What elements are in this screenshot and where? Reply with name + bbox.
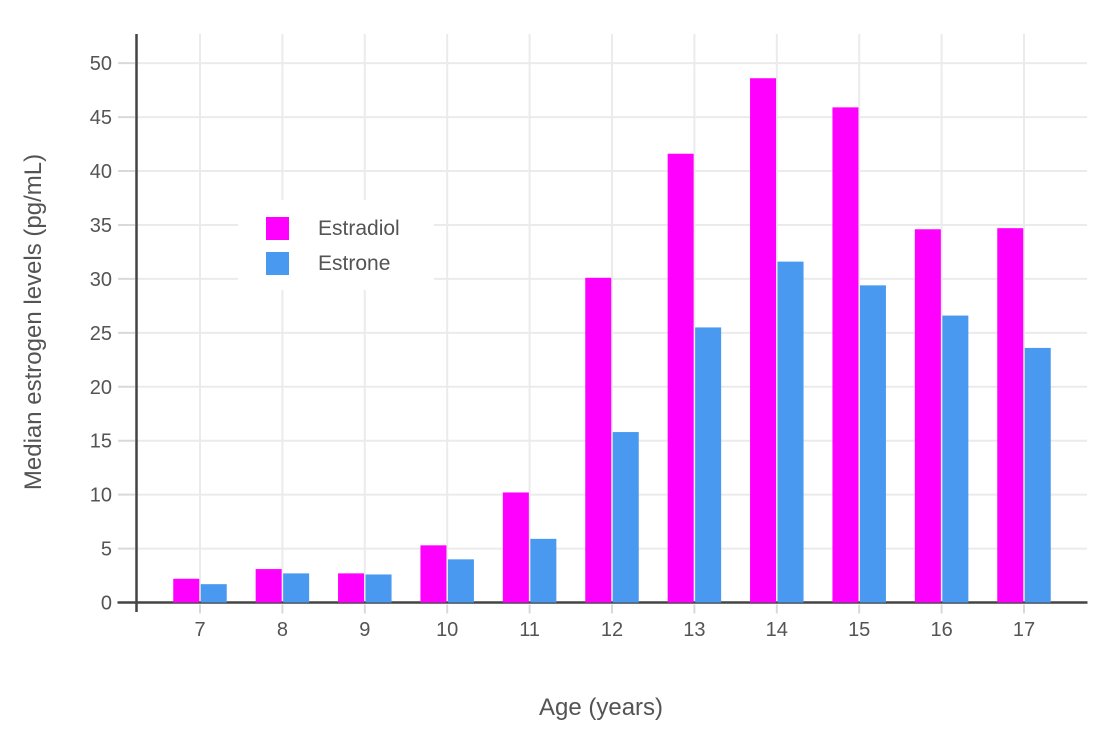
bar-estrone-8 [283,573,310,603]
y-tick-label: 25 [90,323,112,345]
bar-estrone-10 [447,559,474,603]
bar-estradiol-7 [173,578,200,603]
bar-estrone-7 [200,584,227,603]
bar-estrone-13 [695,327,722,603]
x-tick-label: 15 [848,619,870,641]
x-tick-label: 16 [930,619,952,641]
bar-estradiol-12 [585,277,612,603]
x-axis-title: Age (years) [538,694,664,721]
y-tick-label: 20 [90,377,112,399]
bar-estradiol-13 [667,153,694,603]
x-tick-label: 11 [519,619,540,641]
bar-estrone-12 [612,432,639,603]
bar-estrone-17 [1024,347,1051,603]
y-tick-label: 50 [90,53,112,75]
bar-estradiol-8 [255,569,282,603]
bar-estrone-15 [859,285,886,603]
bar-estrone-9 [365,574,392,603]
x-tick-label: 14 [766,619,788,641]
bar-estrone-16 [942,315,969,603]
y-tick-label: 0 [101,593,112,615]
y-tick-label: 45 [90,107,112,129]
y-tick-label: 5 [101,539,112,561]
x-tick-label: 7 [194,619,205,641]
bar-estradiol-11 [502,492,529,603]
y-tick-label: 40 [90,161,112,183]
bar-estrone-14 [777,261,804,603]
bar-estradiol-15 [832,107,859,603]
y-axis-title: Median estrogen levels (pg/mL) [20,153,47,491]
x-tick-label: 10 [436,619,458,641]
bar-estradiol-10 [420,545,447,603]
legend-label-estradiol: Estradiol [318,216,400,240]
x-tick-label: 9 [359,619,370,641]
y-tick-label: 30 [90,269,112,291]
legend-item-estradiol[interactable]: Estradiol [266,217,434,240]
estrone-swatch-icon [266,252,289,275]
y-tick-label: 35 [90,215,112,237]
estradiol-swatch-icon [266,217,289,240]
x-tick-label: 13 [683,619,705,641]
x-tick-label: 8 [277,619,288,641]
x-tick-label: 17 [1013,619,1035,641]
bar-estrone-11 [530,538,557,603]
legend-item-estrone[interactable]: Estrone [266,252,434,275]
x-tick-label: 12 [601,619,623,641]
bar-estradiol-17 [997,228,1024,603]
bar-estradiol-9 [338,573,365,603]
y-tick-label: 15 [90,431,112,453]
bar-estradiol-14 [750,78,777,603]
y-tick-label: 10 [90,485,112,507]
legend-label-estrone: Estrone [318,251,391,275]
legend: Estradiol Estrone [238,200,434,290]
bar-estradiol-16 [914,229,941,603]
